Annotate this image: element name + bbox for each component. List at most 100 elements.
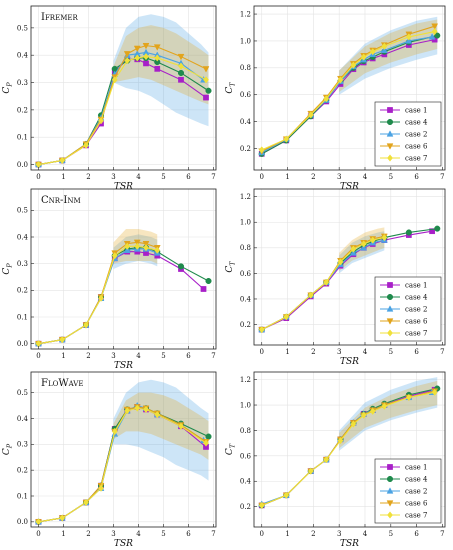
data-point: [337, 437, 344, 445]
data-point: [83, 321, 89, 329]
tick-label-x: 2: [311, 530, 315, 538]
data-point: [431, 27, 438, 36]
tick-label-x: 6: [414, 348, 419, 356]
y-axis-label: CT: [225, 261, 237, 273]
legend-item: case 2: [380, 305, 428, 314]
legend-label: case 7: [405, 512, 428, 520]
x-axis-label: TSR: [340, 357, 359, 367]
data-point: [134, 404, 141, 412]
tick-label-x: 3: [337, 173, 341, 181]
y-axis-label: CT: [225, 82, 237, 94]
tick-label-x: 4: [363, 348, 368, 356]
legend-marker: [386, 305, 394, 312]
tick-label-y: 0.4: [17, 52, 29, 60]
axis-frame: [30, 371, 217, 528]
data-point: [178, 62, 184, 70]
tick-label-y: 0.0: [17, 340, 28, 348]
tick-label-y: 1.2: [240, 193, 251, 201]
data-point: [369, 236, 376, 244]
axis-frame: [253, 371, 446, 528]
tick-label-x: 1: [61, 173, 65, 181]
data-point: [205, 87, 212, 94]
legend-label: case 1: [405, 464, 428, 472]
legend-item: case 1: [380, 107, 428, 115]
tick-label-y: 1.0: [240, 37, 251, 45]
data-point: [177, 263, 185, 270]
legend-label: case 2: [405, 488, 428, 496]
tick-label-y: 0.8: [240, 427, 251, 435]
uncertainty-band: [339, 380, 438, 449]
data-point: [258, 501, 265, 509]
data-point: [337, 258, 344, 266]
data-point: [177, 53, 185, 61]
data-point: [143, 60, 149, 67]
panel-cnr-cp: 0 1 2 3 4 5 6 7 0.0 0.1 0.2 0.3 0.4 0.5 TSR CP Cnr-Inm: [2, 188, 217, 371]
data-point: [133, 45, 141, 53]
data-point: [142, 42, 150, 50]
data-point: [200, 286, 207, 292]
legend-label: case 4: [405, 119, 428, 127]
legend-marker: [386, 293, 394, 301]
data-point: [323, 456, 330, 464]
data-point: [405, 229, 412, 236]
tick-label-x: 6: [186, 530, 191, 538]
axis-frame: [253, 5, 446, 171]
legend-label: case 2: [405, 306, 428, 314]
tick-label-y: 0.0: [17, 518, 28, 526]
legend-marker: [386, 487, 394, 494]
x-axis-label: TSR: [114, 361, 133, 371]
data-point: [381, 42, 388, 50]
legend-item: case 2: [380, 487, 428, 496]
legend-label: case 6: [405, 500, 428, 508]
legend: case 1 case 4 case 2 case 6 case 7: [374, 101, 442, 167]
data-point: [381, 233, 388, 242]
tick-label-x: 2: [311, 348, 315, 356]
uncertainty-band: [339, 19, 438, 93]
y-axis-label: CP: [2, 443, 14, 455]
tick-label-y: 0.1: [17, 134, 28, 142]
data-point: [405, 37, 413, 44]
legend-label: case 4: [405, 476, 428, 484]
tick-label-y: 0.4: [17, 415, 29, 423]
tick-label-x: 4: [136, 530, 141, 538]
legend-label: case 4: [405, 294, 428, 302]
tick-label-x: 5: [161, 352, 165, 360]
legend-label: case 2: [405, 131, 428, 139]
tick-label-x: 1: [285, 348, 289, 356]
tick-label-y: 0.3: [17, 79, 28, 87]
data-point: [283, 313, 290, 321]
tick-label-y: 0.5: [17, 207, 28, 215]
tick-label-y: 0.8: [240, 244, 251, 252]
data-point: [431, 388, 438, 396]
tick-label-x: 0: [260, 530, 264, 538]
tick-label-x: 1: [285, 530, 289, 538]
tick-label-y: 0.6: [240, 91, 252, 99]
data-point: [98, 294, 104, 302]
legend-item: case 7: [380, 511, 428, 520]
axis-frame: [30, 188, 217, 350]
tick-label-y: 0.4: [240, 118, 252, 126]
tick-label-x: 6: [186, 173, 191, 181]
tick-label-y: 0.0: [17, 161, 28, 169]
tick-label-x: 0: [36, 530, 40, 538]
data-point: [59, 156, 66, 165]
legend-marker: [387, 282, 393, 288]
tick-label-x: 2: [86, 173, 90, 181]
legend-marker: [387, 329, 393, 337]
data-point: [307, 467, 314, 475]
panel-flowave-cp: 0 1 2 3 4 5 6 7 0.0 0.1 0.2 0.3 0.4 0.5 TSR CP FloWave: [2, 371, 217, 549]
uncertainty-band: [113, 25, 209, 105]
tick-label-y: 0.5: [17, 24, 28, 32]
legend-label: case 6: [405, 318, 428, 326]
x-axis-label: TSR: [340, 182, 359, 192]
data-point: [154, 411, 161, 419]
data-point: [178, 422, 184, 430]
tick-label-y: 0.6: [240, 452, 252, 460]
tick-label-x: 7: [440, 173, 444, 181]
tick-label-x: 4: [363, 173, 368, 181]
legend-item: case 7: [380, 329, 428, 338]
x-axis-label: TSR: [114, 539, 133, 549]
data-point: [323, 95, 330, 103]
